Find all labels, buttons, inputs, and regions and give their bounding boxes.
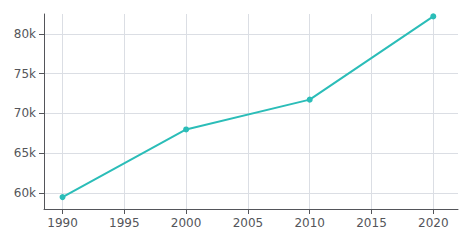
svg-text:2000: 2000	[171, 216, 202, 230]
svg-text:2020: 2020	[418, 216, 449, 230]
svg-text:70k: 70k	[14, 106, 36, 120]
svg-text:2010: 2010	[294, 216, 325, 230]
svg-text:65k: 65k	[14, 146, 36, 160]
svg-text:2005: 2005	[233, 216, 264, 230]
svg-text:75k: 75k	[14, 67, 36, 81]
svg-text:60k: 60k	[14, 186, 36, 200]
svg-text:80k: 80k	[14, 27, 36, 41]
svg-text:1995: 1995	[109, 216, 140, 230]
svg-text:2015: 2015	[356, 216, 387, 230]
svg-text:1990: 1990	[47, 216, 78, 230]
